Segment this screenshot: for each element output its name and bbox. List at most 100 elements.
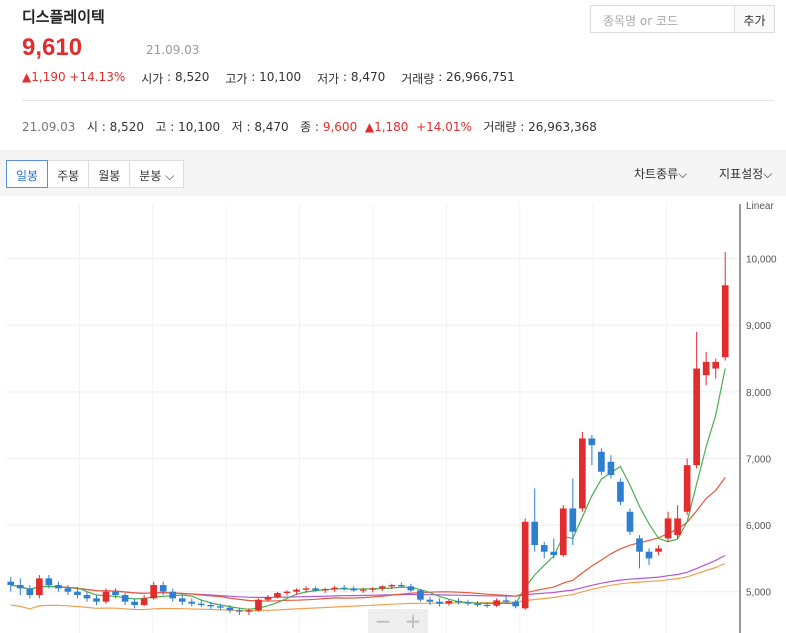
ma20-line [10,477,726,602]
candle-body [159,585,167,592]
chart-toolbar: 일봉 주봉 월봉 분봉 ⌵ 차트종류⌵ 지표설정⌵ [0,150,786,196]
candle-body [655,548,662,552]
detail-volume: 26,963,368 [528,120,597,134]
volume-label: 거래량 [401,72,435,86]
detail-low-label: 저 [231,120,243,134]
candle-body [617,481,624,502]
candle-body [540,545,548,552]
y-tick-label: 5,000 [746,588,771,599]
candle-body [598,451,605,472]
candlestick-chart: 10,000 9,000 8,000 7,000 6,000 5,000 Linear [6,201,777,633]
tab-monthly[interactable]: 월봉 [88,160,131,188]
candle-body [207,605,215,607]
volume-value: 26,966,751 [446,70,515,84]
detail-change-pct: +14.01% [416,120,472,134]
candle-body [588,438,596,446]
candle-body [626,511,634,532]
indicator-settings-dropdown[interactable]: 지표설정⌵ [719,167,773,181]
candle-body [674,518,681,536]
candle-body [645,551,653,559]
scale-label: Linear [746,201,774,212]
detail-open-label: 시 [86,120,98,134]
candle-body [55,585,62,589]
candle-body [455,601,462,603]
high-value: 10,100 [259,70,302,84]
zoom-in-button[interactable]: + [404,609,422,633]
y-tick-label: 6,000 [746,521,771,532]
y-tick-label: 10,000 [746,255,777,266]
open-value: 8,520 [175,70,210,84]
y-tick-label: 8,000 [746,388,771,399]
tab-daily[interactable]: 일봉 [6,160,49,188]
candle-body [121,595,129,602]
candle-body [664,518,672,539]
candle-body [102,591,110,602]
chart-type-dropdown[interactable]: 차트종류⌵ [634,167,688,181]
price-change-pct: +14.13% [69,70,126,84]
low-label: 저가 [317,72,340,86]
candle-body [350,588,358,591]
candle-body [388,585,396,587]
candle-body [493,600,500,606]
candle-body [426,599,434,602]
candle-body [702,361,710,376]
candle-body [559,508,567,556]
detail-low: 8,470 [254,120,289,134]
candle-body [245,610,253,612]
y-tick-label: 7,000 [746,454,771,465]
detail-open: 8,520 [109,120,144,134]
period-tabs: 일봉 주봉 월봉 분봉 ⌵ [6,160,185,188]
candle-body [236,610,243,612]
candle-body [293,589,300,592]
detail-high-label: 고 [155,120,167,134]
price-change: ▲1,190 [22,70,66,84]
candle-detail: 21.09.03 시 : 8,520 고 : 10,100 저 : 8,470 … [22,120,597,134]
candle-body [64,588,72,592]
candle-body [721,285,729,358]
zoom-controls: − + [368,609,428,633]
low-value: 8,470 [350,70,386,84]
candle-body [140,598,148,606]
zoom-out-button[interactable]: − [374,609,392,633]
candle-body [636,538,643,552]
candle-body [312,588,319,591]
candle-body [302,588,310,590]
candle-body [569,508,577,532]
candle-body [150,585,157,599]
candle-body [36,578,43,596]
candle-body [579,438,586,509]
candle-body [712,361,720,369]
candle-body [531,521,539,546]
candle-body [483,605,491,607]
stock-search-input[interactable]: 종목명 or 코드 [590,5,735,33]
tab-weekly[interactable]: 주봉 [47,160,90,188]
candle-body [197,603,205,606]
current-price: 9,610 [22,34,83,61]
detail-high: 10,100 [178,120,221,134]
open-label: 시가 [141,72,164,86]
candle-body [521,521,529,609]
candle-body [264,597,272,600]
high-label: 고가 [225,72,248,86]
candle-body [683,465,691,512]
candle-body [359,589,367,591]
detail-volume-label: 거래량 [483,120,517,134]
candle-body [693,368,700,466]
candle-body [369,588,377,590]
candle-body [512,601,519,607]
price-chart[interactable]: 10,000 9,000 8,000 7,000 6,000 5,000 Linear [0,196,786,633]
tab-minute[interactable]: 분봉 ⌵ [129,160,185,188]
detail-date: 21.09.03 [22,120,76,134]
candle-body [169,591,177,599]
candle-body [550,551,558,556]
detail-close: 9,600 [322,120,358,134]
candle-body [255,599,262,611]
candle-body [436,601,443,604]
candle-body [445,601,453,604]
y-tick-label: 9,000 [746,321,771,332]
stock-name: 디스플레이텍 [22,8,105,26]
add-button[interactable]: 추가 [735,5,775,33]
candle-body [226,607,234,611]
candle-body [331,587,338,590]
candle-body [407,586,415,591]
